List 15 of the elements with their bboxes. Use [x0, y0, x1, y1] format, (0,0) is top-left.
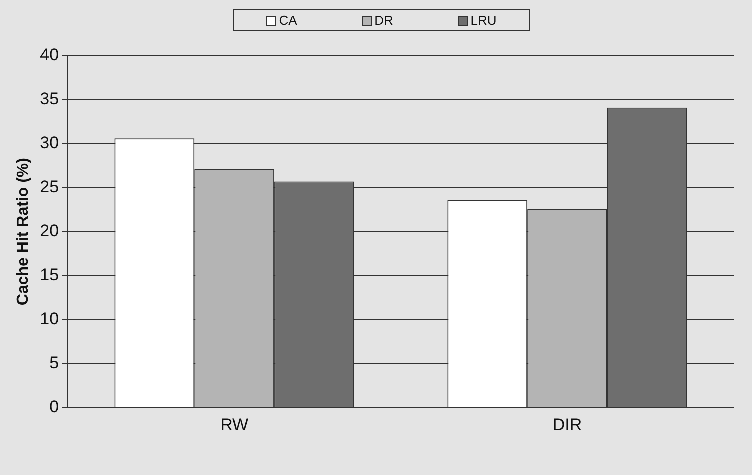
x-tick-label: RW — [220, 415, 249, 434]
y-tick-label: 25 — [40, 178, 60, 197]
legend-label: LRU — [470, 12, 497, 28]
x-tick-label: DIR — [552, 415, 582, 434]
legend-label: CA — [279, 12, 298, 28]
y-tick-label: 40 — [40, 46, 60, 65]
y-tick-label: 20 — [40, 221, 60, 240]
y-axis-title: Cache Hit Ratio (%) — [15, 158, 32, 306]
legend-label: DR — [374, 12, 394, 28]
y-tick-label: 5 — [50, 353, 60, 372]
y-tick-label: 0 — [50, 397, 60, 416]
y-tick-label: 35 — [40, 90, 60, 109]
y-tick-label: 10 — [40, 309, 60, 328]
y-tick-label: 15 — [40, 265, 60, 284]
y-tick-label: 30 — [40, 134, 60, 153]
